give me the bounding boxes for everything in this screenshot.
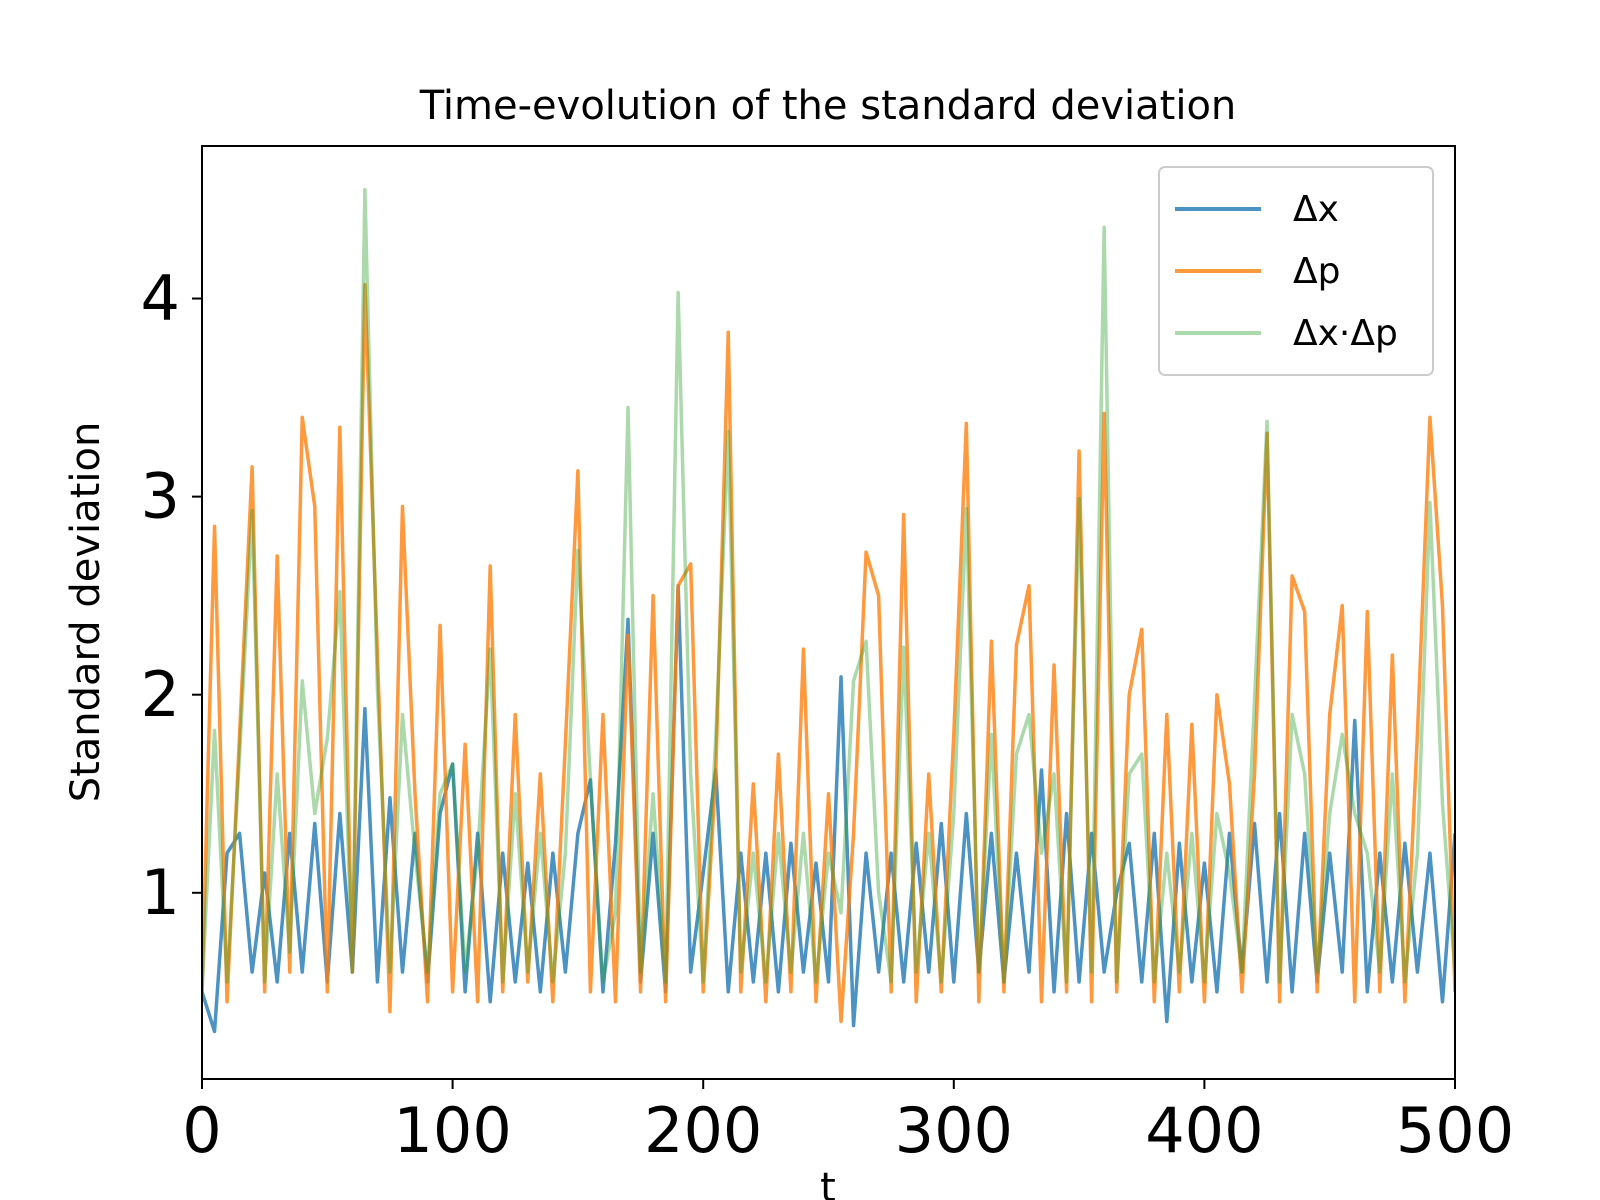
y-tick-label: 3 — [141, 460, 180, 533]
x-tick-label: 0 — [182, 1094, 221, 1167]
x-tick-label: 200 — [644, 1094, 762, 1167]
legend-label: Δx·Δp — [1293, 313, 1398, 354]
y-tick-label: 2 — [141, 658, 180, 731]
x-axis-label: t — [820, 1165, 836, 1200]
y-tick-label: 1 — [141, 856, 180, 929]
y-axis-label: Standard deviation — [63, 422, 109, 803]
x-tick-label: 100 — [393, 1094, 511, 1167]
legend-box — [1158, 166, 1434, 376]
x-tick-label: 500 — [1396, 1094, 1514, 1167]
y-tick-label: 4 — [141, 262, 180, 335]
x-tick-label: 400 — [1145, 1094, 1263, 1167]
series-line — [202, 187, 1455, 992]
chart-title: Time-evolution of the standard deviation — [419, 83, 1237, 129]
x-tick-label: 300 — [895, 1094, 1013, 1167]
plot-frame — [201, 145, 1456, 1080]
legend-label: Δp — [1293, 251, 1340, 292]
legend-label: Δx — [1293, 189, 1339, 230]
series-line — [202, 282, 1455, 1024]
